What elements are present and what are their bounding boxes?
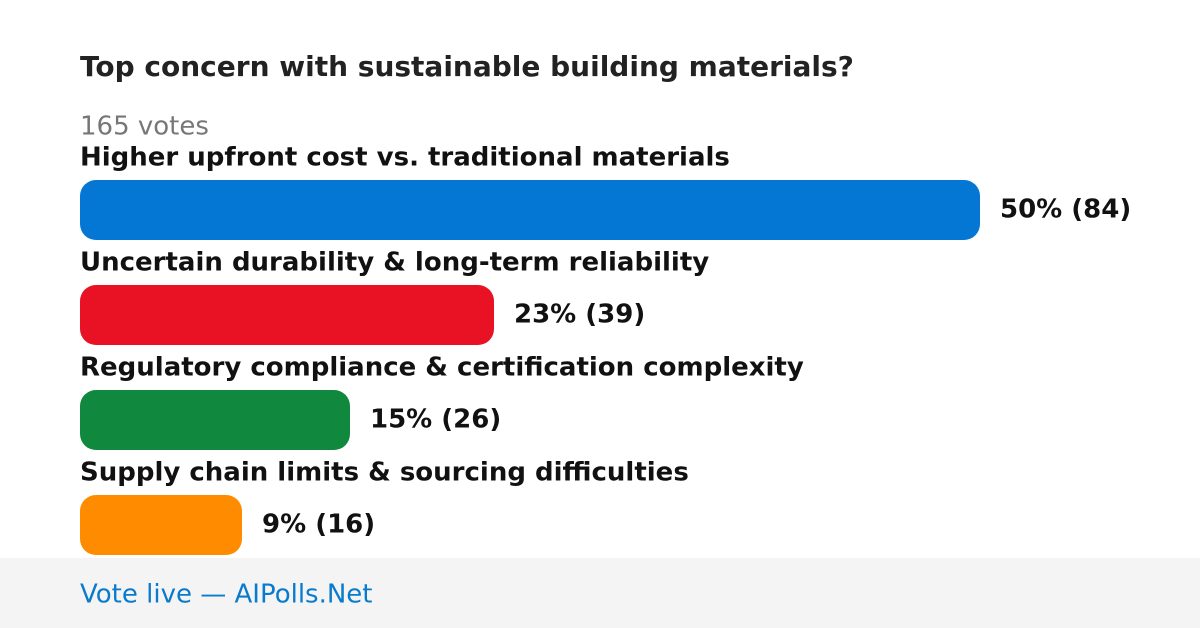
footer-band (0, 558, 1200, 628)
value-label: 15% (26) (370, 405, 501, 435)
footer-link[interactable]: Vote live — AIPolls.Net (80, 580, 373, 610)
option-label: Regulatory compliance & certification co… (80, 353, 804, 383)
value-label: 50% (84) (1000, 195, 1131, 225)
option-label: Uncertain durability & long-term reliabi… (80, 248, 709, 278)
option-label: Higher upfront cost vs. traditional mate… (80, 143, 730, 173)
bar (80, 390, 350, 450)
chart-title: Top concern with sustainable building ma… (80, 50, 854, 83)
bar (80, 180, 980, 240)
bar (80, 495, 242, 555)
bar (80, 285, 494, 345)
option-label: Supply chain limits & sourcing difficult… (80, 458, 689, 488)
value-label: 9% (16) (262, 510, 375, 540)
value-label: 23% (39) (514, 300, 645, 330)
vote-count: 165 votes (80, 112, 209, 142)
